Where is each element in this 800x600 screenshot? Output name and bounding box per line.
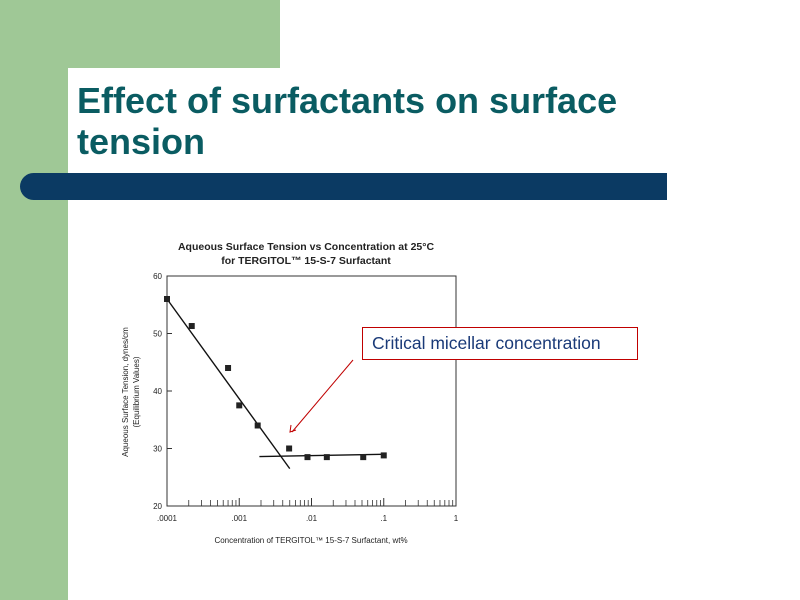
chart-subtitle: for TERGITOL™ 15-S-7 Surfactant: [221, 255, 391, 267]
left-green-band: [0, 0, 68, 600]
x-tick-label: .0001: [157, 514, 178, 523]
plot-frame: [166, 275, 457, 507]
cmc-callout-box: Critical micellar concentration: [362, 327, 638, 360]
y-tick-label: 20: [153, 502, 162, 511]
x-axis-ticks: .0001 .001 .01 .1 1: [157, 498, 459, 523]
title-underline-bar: [20, 173, 667, 200]
fit-lines: [166, 298, 384, 470]
callout-pointer: [291, 359, 354, 433]
x-axis-label: Concentration of TERGITOL™ 15-S-7 Surfac…: [214, 536, 407, 545]
y-tick-label: 60: [153, 272, 162, 281]
y-tick-label: 30: [153, 445, 162, 454]
y-axis-ticks: 20 30 40 50 60: [153, 272, 172, 511]
top-green-block: [0, 0, 280, 68]
callout-arrow-head: [289, 424, 297, 433]
y-axis-label: Aqueous Surface Tension, dynes/cm: [121, 327, 130, 457]
data-point: [323, 454, 330, 461]
data-point: [304, 454, 311, 461]
data-point: [164, 296, 170, 302]
data-point: [188, 323, 195, 330]
fit-line: [166, 298, 291, 470]
data-point: [225, 365, 232, 371]
chart-title: Aqueous Surface Tension vs Concentration…: [178, 241, 434, 253]
y-tick-label: 40: [153, 387, 162, 396]
y-axis-sublabel: (Equilibrium Values): [132, 356, 141, 427]
x-tick-label: .1: [380, 514, 387, 523]
data-point: [254, 422, 261, 429]
data-points: [164, 296, 387, 461]
data-point: [380, 452, 387, 459]
x-tick-label: 1: [454, 514, 459, 523]
y-tick-label: 50: [153, 330, 162, 339]
slide-title: Effect of surfactants on surface tension: [77, 80, 618, 162]
x-tick-label: .01: [306, 514, 318, 523]
data-point: [236, 402, 243, 409]
x-tick-label: .001: [231, 514, 247, 523]
data-point: [360, 454, 367, 461]
data-point: [286, 445, 293, 452]
